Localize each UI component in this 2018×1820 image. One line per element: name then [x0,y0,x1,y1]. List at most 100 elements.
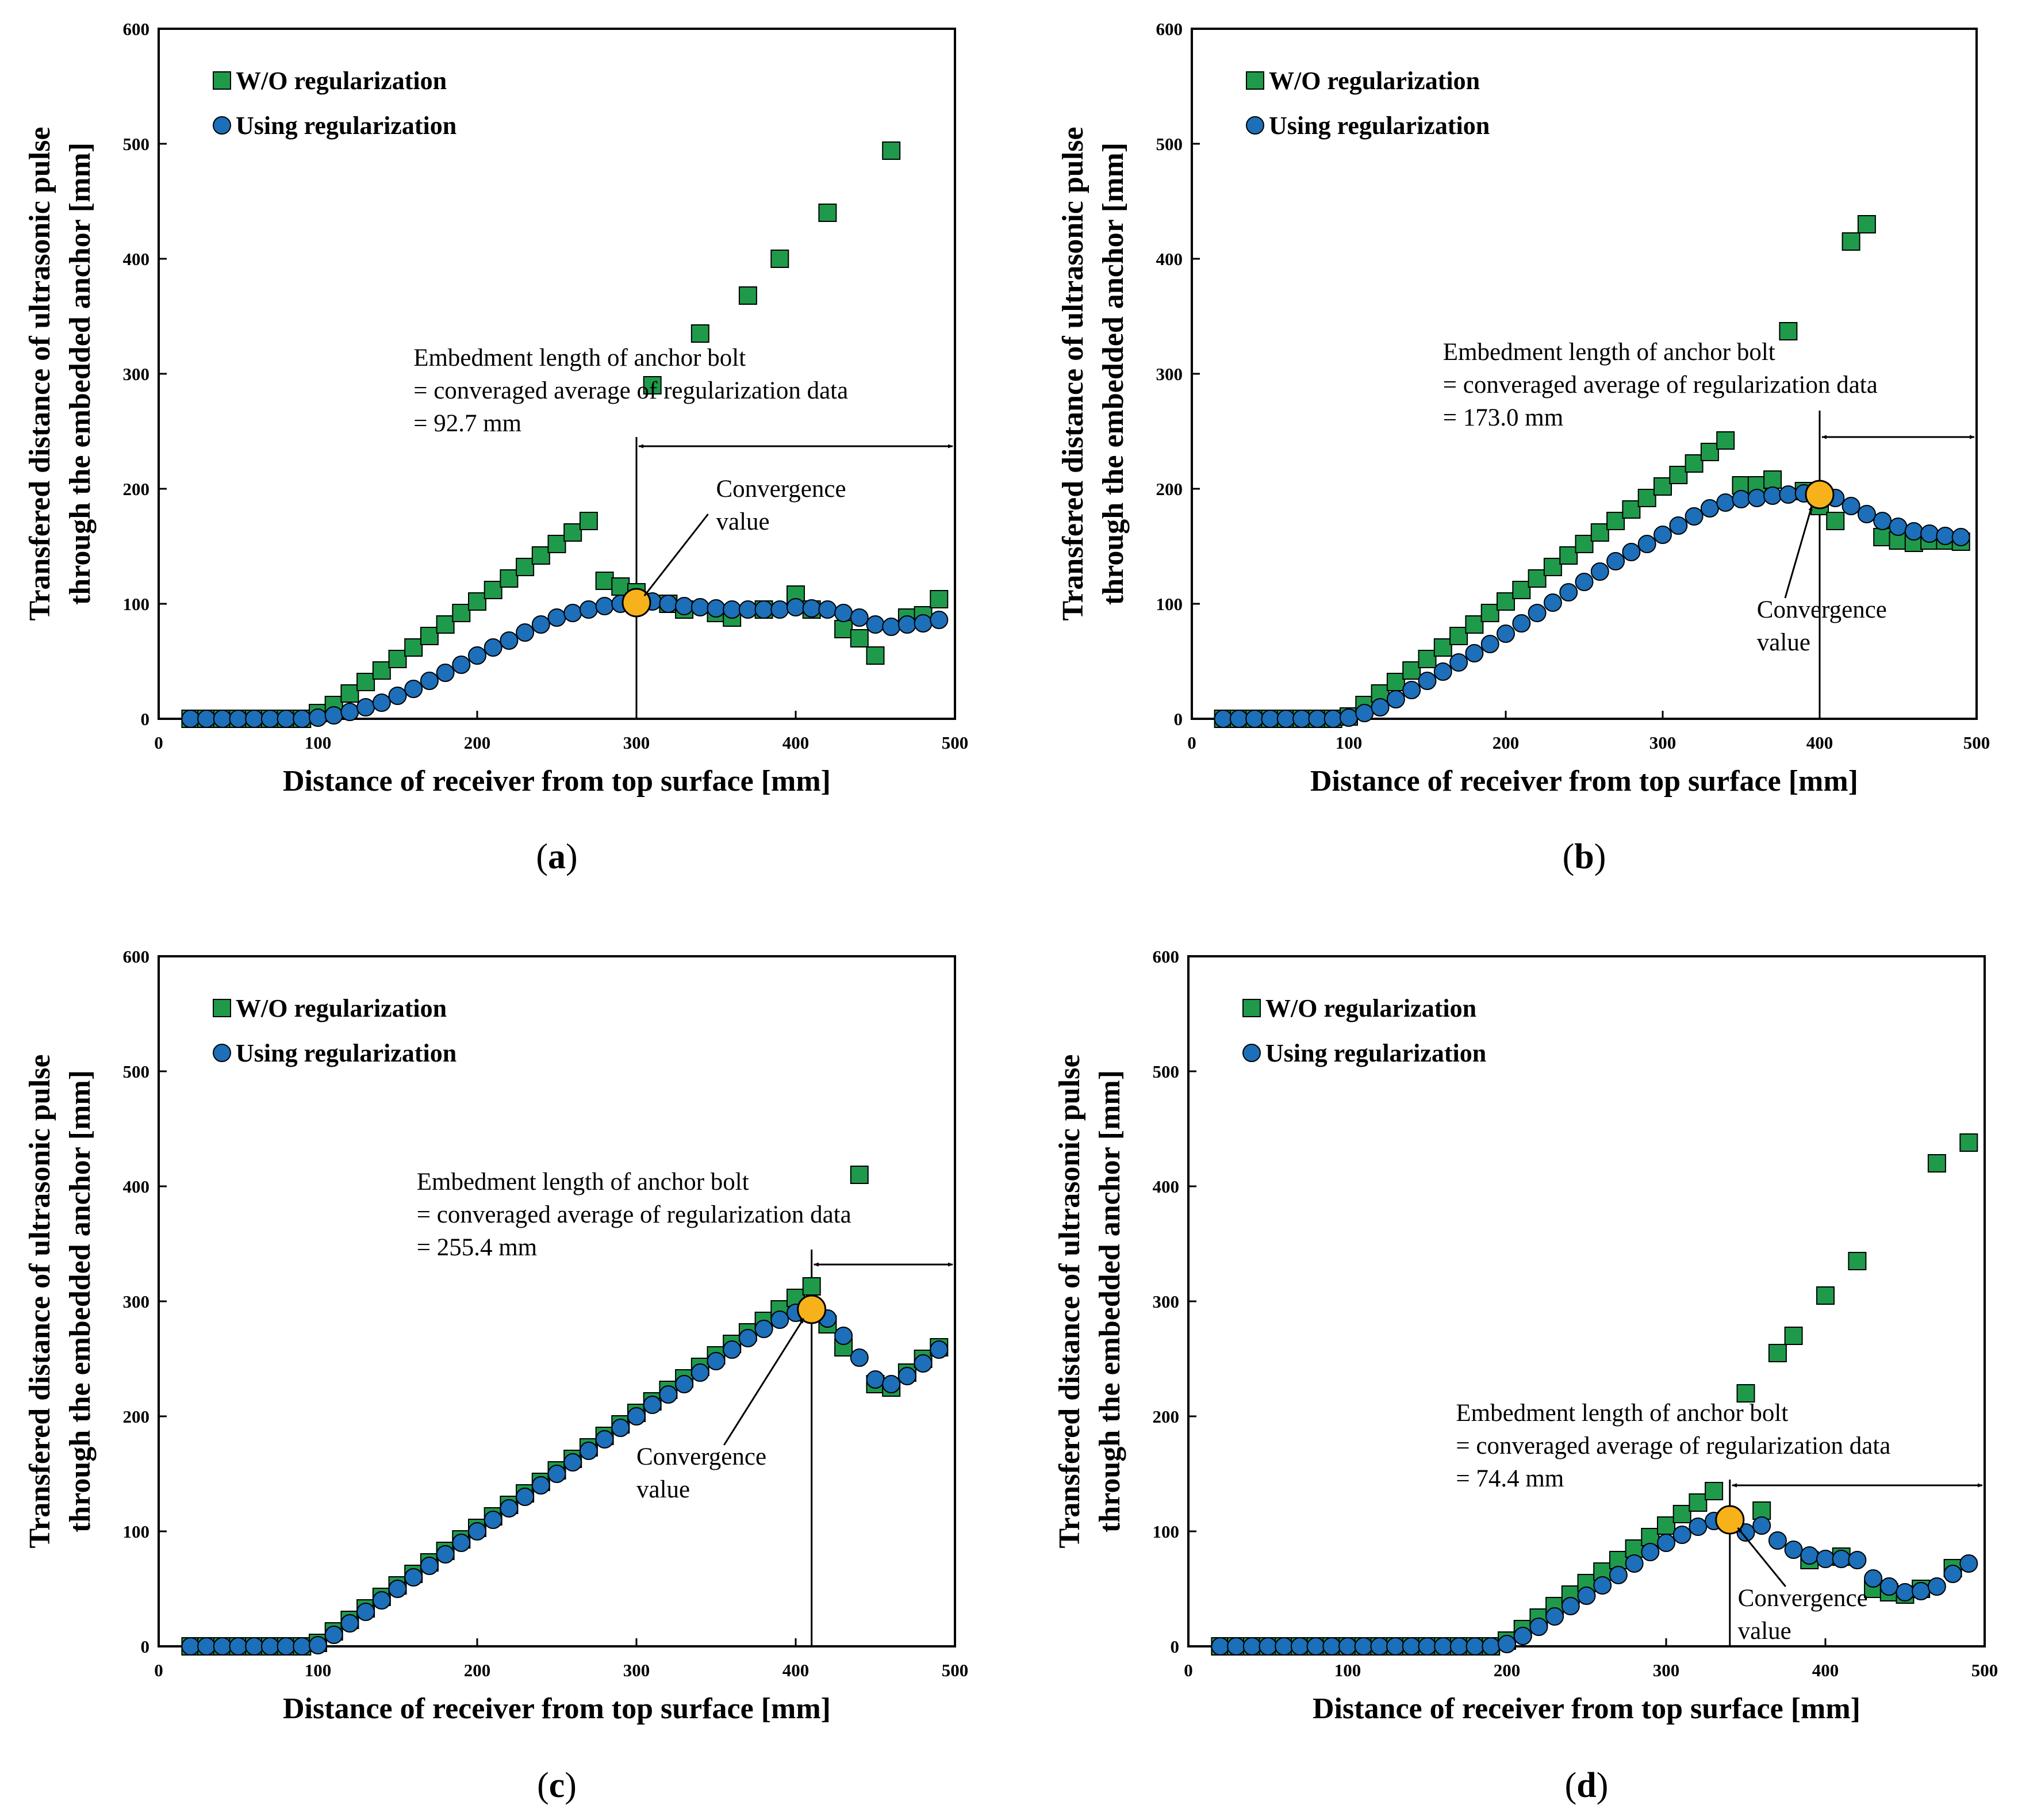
y-axis-label-line1: Transfered distance of ultrasonic pulse [1057,127,1089,621]
data-point-circle [1857,505,1876,523]
embedment-annotation-line: = 92.7 mm [413,410,521,437]
y-axis-label-line2: through the embedded anchor [mm] [64,143,97,605]
data-point-square [1689,1493,1708,1512]
data-point-square [818,204,837,222]
data-point-circle [1577,1587,1596,1605]
x-tick-label: 200 [464,1660,491,1680]
data-point-circle [181,1637,200,1656]
data-point-circle [293,1637,312,1656]
data-point-square [1465,615,1484,634]
data-point-circle [213,710,232,728]
data-point-circle [1779,485,1798,504]
data-point-circle [388,1580,407,1598]
data-point-circle [882,618,901,636]
data-point-square [1826,512,1845,530]
x-tick-label: 200 [1493,733,1520,753]
y-tick-label: 0 [1174,709,1183,729]
caption-open: ( [1563,837,1575,876]
embedment-annotation-line: = converaged average of regularization d… [1443,371,1878,399]
data-point-square [1480,604,1499,622]
x-tick-label: 0 [1187,733,1196,753]
data-point-square [420,627,439,645]
y-tick-label: 400 [1153,1177,1180,1197]
y-tick-label: 600 [123,947,150,967]
data-point-square [516,558,535,576]
data-point-circle [1606,552,1625,570]
x-tick-label: 0 [1184,1660,1193,1680]
y-tick-label: 200 [1153,1407,1180,1427]
convergence-point [797,1294,827,1324]
data-point-square [1841,232,1860,251]
data-point-circle [1292,710,1311,728]
y-tick-label: 500 [1156,134,1183,154]
data-point-square [850,1166,869,1184]
data-point-circle [1211,1637,1230,1656]
data-point-circle [1214,710,1233,728]
data-point-circle [1768,1531,1787,1550]
data-point-circle [468,1522,486,1541]
data-point-circle [882,1375,901,1393]
data-point-circle [1386,1637,1405,1656]
data-point-circle [659,595,678,613]
data-point-circle [787,598,805,616]
x-tick-label: 300 [623,733,650,753]
x-axis-label: Distance of receiver from top surface [m… [1310,765,1858,798]
data-point-square [579,512,598,530]
x-axis-label: Distance of receiver from top surface [m… [283,765,831,798]
data-point-circle [1784,1541,1803,1559]
legend-circle-marker [213,116,231,135]
data-point-circle [1513,1627,1532,1645]
data-point-circle [866,1370,885,1389]
data-point-circle [229,710,248,728]
x-tick-label: 500 [1963,733,1990,753]
data-point-square [1418,650,1437,668]
data-point-square [1768,1344,1787,1362]
x-tick-label: 200 [1494,1660,1521,1680]
data-point-circle [1622,543,1641,561]
series-circle [181,592,949,728]
data-point-circle [1242,1637,1261,1656]
legend-square-marker [213,71,231,90]
embedment-annotation-line: Embedment length of anchor bolt [1443,339,1775,366]
data-point-circle [1716,493,1735,512]
data-point-circle [1575,573,1594,591]
chart-panel-d: 0 100 200 300 400 500 0 100 200 300 400 500 600 Dista… [1053,947,1998,1805]
series-square [1214,215,1970,728]
data-point-square [388,650,407,668]
data-point-circle [1609,1566,1628,1584]
data-point-circle [914,614,933,633]
convergence-label-line: value [1757,629,1810,656]
convergence-label-line: value [636,1476,690,1503]
x-tick-label: 100 [1336,733,1363,753]
y-tick-label: 200 [123,479,150,499]
data-point-square [1559,546,1578,565]
data-point-square [468,592,486,611]
caption-close: ) [1594,837,1606,876]
data-point-circle [245,1637,264,1656]
data-point-circle [595,1430,614,1449]
y-tick-label: 300 [123,1292,150,1312]
convergence-label-line: Convergence [1738,1585,1868,1612]
data-point-circle [404,1568,423,1587]
data-point-circle [324,1626,343,1644]
data-point-circle [1653,526,1672,544]
data-point-square [404,638,423,657]
data-point-square [1543,558,1562,576]
data-point-circle [834,1327,853,1345]
data-point-circle [690,1363,709,1382]
data-point-circle [1528,604,1547,622]
data-point-circle [324,706,343,725]
data-point-circle [723,600,742,619]
data-point-circle [436,664,455,682]
panel-caption: (d) [1565,1766,1609,1805]
data-point-square [531,546,550,565]
data-point-square [1653,477,1672,496]
y-tick-label: 300 [123,364,150,384]
data-point-circle [1912,1582,1931,1600]
embedment-annotation-line: Embedment length of anchor bolt [1456,1400,1788,1427]
data-point-circle [850,608,869,627]
data-point-circle [1763,486,1782,505]
data-point-square [643,376,662,394]
x-tick-label: 400 [1806,733,1833,753]
data-point-square [1685,454,1704,473]
